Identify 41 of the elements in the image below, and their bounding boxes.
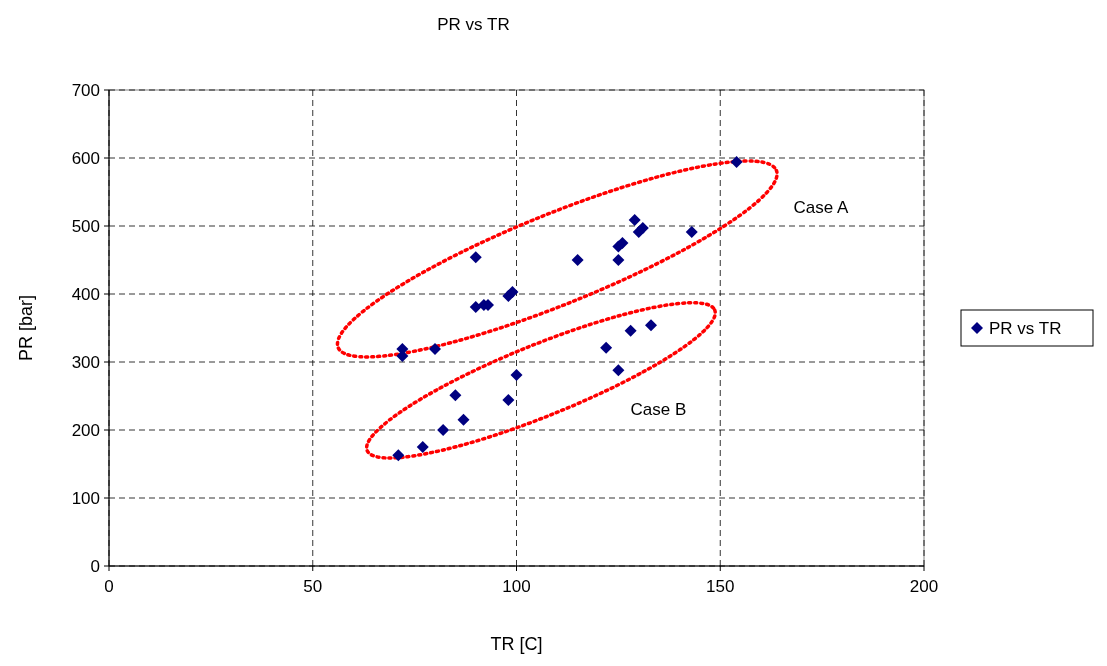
x-tick-label: 150 <box>706 577 735 596</box>
point <box>612 254 625 266</box>
y-tick-label: 700 <box>71 80 100 100</box>
y-tick-label: 300 <box>71 352 100 372</box>
point <box>685 226 698 239</box>
y-tick-label: 500 <box>71 216 100 236</box>
x-tick-label: 200 <box>909 577 939 596</box>
chart-title: PR vs TR <box>437 15 510 34</box>
point <box>510 368 523 381</box>
annotation: Case B <box>630 399 687 419</box>
point <box>416 441 429 453</box>
point <box>600 341 613 354</box>
y-tick-label: 400 <box>71 284 100 304</box>
point <box>469 300 482 313</box>
point <box>429 343 441 356</box>
y-tick-label: 600 <box>71 148 100 168</box>
point <box>644 319 657 332</box>
y-axis-title: PR [bar] <box>16 294 36 362</box>
point <box>616 237 629 249</box>
x-axis-title: TR [C] <box>490 634 543 654</box>
point <box>730 156 743 169</box>
x-tick-label: 50 <box>303 577 323 596</box>
point <box>636 222 649 235</box>
point <box>628 213 641 226</box>
y-tick-label: 0 <box>90 556 100 576</box>
point <box>571 254 584 266</box>
x-tick-label: 100 <box>502 577 531 596</box>
point <box>469 251 482 264</box>
point <box>624 324 637 337</box>
y-tick-label: 200 <box>71 420 100 440</box>
annotation: Case A <box>793 197 850 217</box>
legend-label: PR vs TR <box>989 318 1062 338</box>
point <box>437 424 450 436</box>
point <box>392 449 405 462</box>
point <box>502 394 515 407</box>
point <box>457 413 470 426</box>
point <box>449 389 462 402</box>
point <box>506 285 519 298</box>
x-tick-label: 0 <box>104 577 114 596</box>
y-tick-label: 100 <box>71 488 100 508</box>
point <box>612 364 625 377</box>
